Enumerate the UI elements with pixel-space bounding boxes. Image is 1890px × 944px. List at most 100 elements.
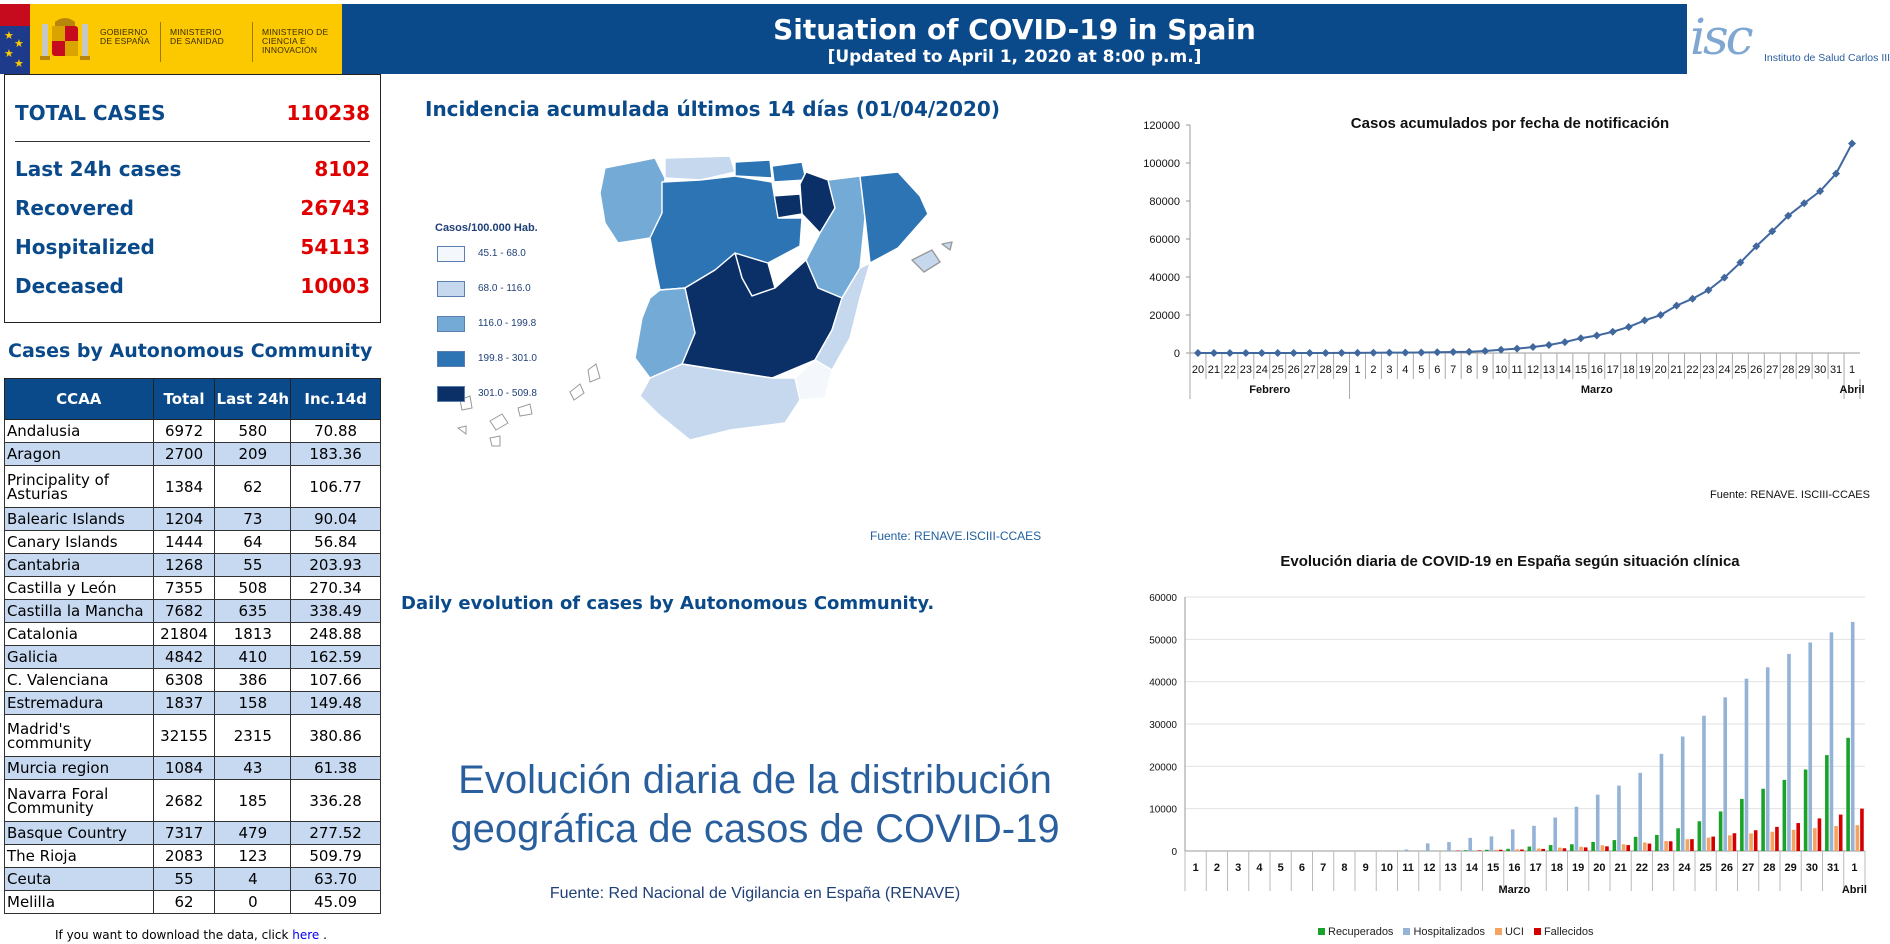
- y-tick-label: 60000: [1149, 593, 1177, 604]
- x-tick-label: 14: [1559, 364, 1571, 376]
- bar-fallecidos: [1817, 818, 1822, 851]
- cell-last24h: 0: [214, 890, 292, 914]
- x-tick-label: 23: [1702, 364, 1714, 376]
- cell-inc14d: 277.52: [290, 821, 381, 845]
- cell-ccaa: Canary Islands: [4, 530, 154, 554]
- x-tick-label: 18: [1551, 862, 1563, 874]
- data-point: [1321, 348, 1330, 357]
- bar-hospitalizados: [1765, 667, 1770, 851]
- y-tick-label: 0: [1174, 348, 1180, 360]
- hospitalized-row: Hospitalized 54113: [15, 235, 370, 259]
- cell-total: 55: [152, 867, 216, 891]
- cell-ccaa: Madrid's community: [4, 714, 154, 757]
- cell-inc14d: 270.34: [290, 576, 381, 600]
- bar-uci: [1515, 849, 1520, 851]
- data-point: [1369, 348, 1378, 357]
- table-header-row: CCAA Total Last 24h Inc.14d: [4, 378, 381, 420]
- cell-total: 1444: [152, 530, 216, 554]
- download-link[interactable]: here: [292, 928, 320, 942]
- cell-ccaa: Murcia region: [4, 756, 154, 780]
- table-row: Navarra Foral Community 2682 185 336.28: [4, 779, 381, 822]
- chart2-legend-label: Fallecidos: [1543, 926, 1594, 938]
- data-point: [1497, 345, 1506, 354]
- chart2-legend-item: Fallecidos: [1533, 926, 1594, 938]
- x-tick-label: 5: [1418, 364, 1424, 376]
- coat-of-arms-icon: [40, 18, 90, 60]
- bar-uci: [1558, 847, 1562, 851]
- legend-item: 45.1 - 68.0: [435, 246, 538, 281]
- cell-ccaa: Melilla: [4, 890, 154, 914]
- table-row: C. Valenciana 6308 386 107.66: [4, 668, 381, 692]
- cell-total: 7355: [152, 576, 216, 600]
- y-tick-label: 30000: [1149, 720, 1177, 731]
- legend-label: 116.0 - 199.8: [478, 318, 537, 329]
- data-point: [1848, 139, 1857, 148]
- institute-name: Instituto de Salud Carlos III: [1764, 52, 1890, 64]
- bar-fallecidos: [1732, 833, 1737, 851]
- data-point: [1736, 258, 1745, 267]
- region-murcia: [794, 359, 833, 401]
- cell-inc14d: 248.88: [290, 622, 381, 646]
- data-point: [1704, 286, 1713, 295]
- bar-hospitalizados: [1447, 842, 1451, 851]
- bar-fallecidos: [1796, 823, 1800, 851]
- cell-total: 2083: [152, 844, 216, 868]
- last24-row: Last 24h cases 8102: [15, 157, 370, 181]
- data-point: [1241, 348, 1250, 357]
- evolution-heading: Evolución diaria de la distribución geog…: [450, 758, 1060, 851]
- cell-total: 1084: [152, 756, 216, 780]
- y-tick-label: 10000: [1149, 805, 1177, 816]
- bar-fallecidos: [1647, 843, 1652, 851]
- x-tick-label: 1: [1849, 364, 1855, 376]
- bar-hospitalizados: [1808, 642, 1813, 851]
- x-tick-label: 21: [1615, 862, 1627, 874]
- y-tick-label: 0: [1171, 847, 1177, 858]
- bar-hospitalizados: [1723, 697, 1728, 851]
- cell-last24h: 158: [214, 691, 292, 715]
- bar-recuperados: [1846, 737, 1850, 851]
- x-group-label: Abril: [1842, 884, 1867, 896]
- x-tick-label: 4: [1402, 364, 1408, 376]
- cell-total: 6308: [152, 668, 216, 692]
- title-banner: Situation of COVID-19 in Spain [Updated …: [342, 4, 1687, 74]
- x-tick-label: 6: [1299, 862, 1305, 874]
- bar-uci: [1834, 826, 1838, 851]
- x-tick-label: 8: [1341, 862, 1347, 874]
- y-tick-label: 100000: [1143, 158, 1180, 170]
- bar-uci: [1728, 835, 1732, 851]
- x-tick-label: 28: [1763, 862, 1775, 874]
- data-point: [1465, 347, 1474, 356]
- cell-total: 6972: [152, 419, 216, 443]
- legend-item: 116.0 - 199.8: [435, 316, 538, 351]
- cell-total: 2682: [152, 779, 216, 822]
- legend-swatch: [437, 386, 465, 402]
- x-tick-label: 26: [1721, 862, 1733, 874]
- legend-label: 301.0 - 509.8: [478, 388, 537, 399]
- hospitalized-label: Hospitalized: [15, 235, 155, 259]
- table-row: Andalusia 6972 580 70.88: [4, 419, 381, 443]
- x-tick-label: 17: [1607, 364, 1619, 376]
- table-row: Balearic Islands 1204 73 90.04: [4, 507, 381, 531]
- bar-hospitalizados: [1659, 753, 1664, 851]
- cell-inc14d: 183.36: [290, 442, 381, 466]
- cell-inc14d: 90.04: [290, 507, 381, 531]
- data-point: [1816, 187, 1825, 196]
- bar-uci: [1791, 829, 1796, 851]
- recovered-value: 26743: [300, 196, 370, 220]
- data-point: [1193, 348, 1202, 357]
- cell-ccaa: Navarra Foral Community: [4, 779, 154, 822]
- x-tick-label: 20: [1192, 364, 1204, 376]
- x-tick-label: 30: [1806, 862, 1818, 874]
- region-balearic-islands: [911, 241, 953, 273]
- cell-last24h: 479: [214, 821, 292, 845]
- cell-total: 7682: [152, 599, 216, 623]
- x-tick-label: 20: [1593, 862, 1605, 874]
- bar-fallecidos: [1541, 848, 1545, 851]
- x-tick-label: 26: [1288, 364, 1300, 376]
- x-tick-label: 23: [1240, 364, 1252, 376]
- data-point: [1544, 340, 1553, 349]
- y-tick-label: 20000: [1149, 762, 1177, 773]
- bar-uci: [1855, 825, 1860, 851]
- table-row: Galicia 4842 410 162.59: [4, 645, 381, 669]
